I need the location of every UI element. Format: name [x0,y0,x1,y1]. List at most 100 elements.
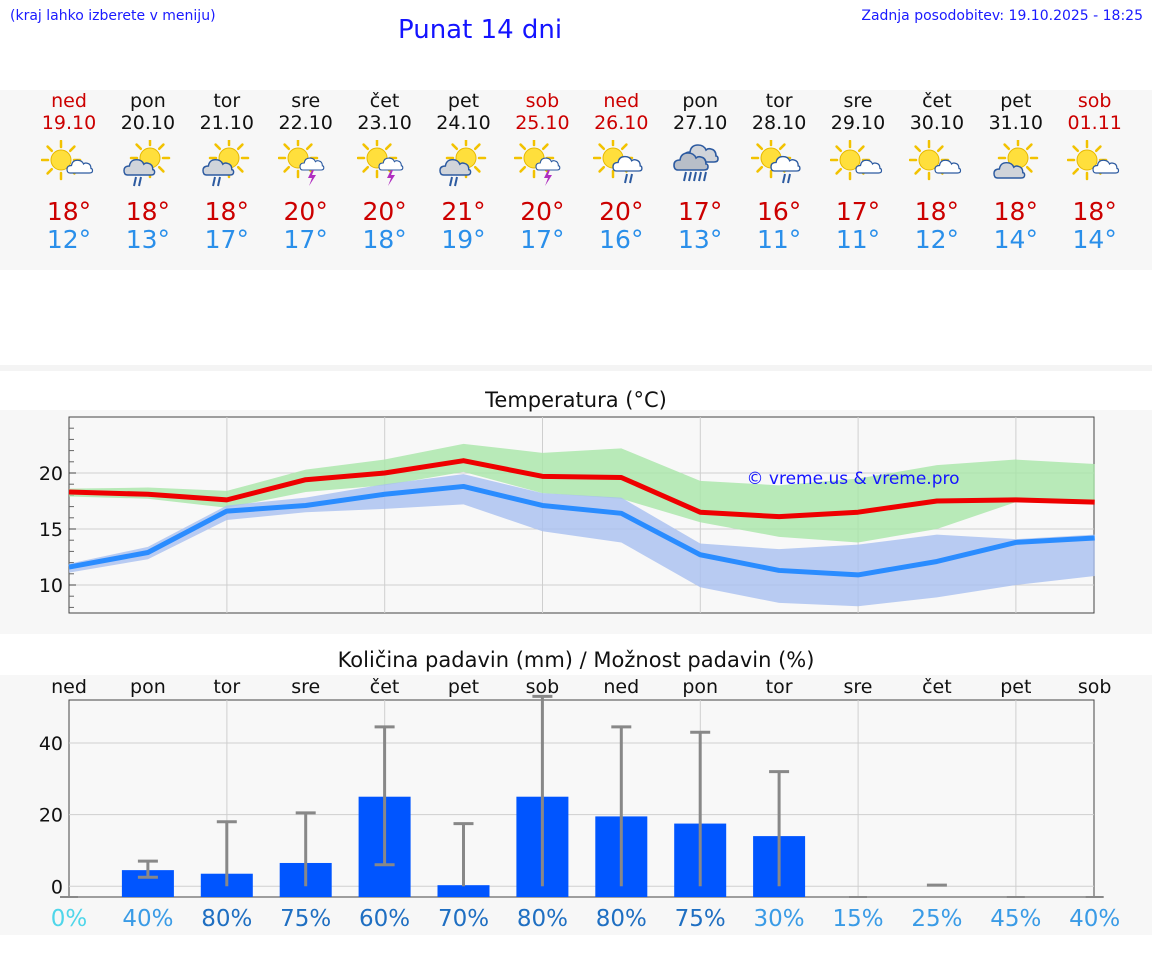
day-date: 24.10 [436,112,491,134]
temp-min: 17° [283,225,328,254]
temp-max: 18° [125,197,171,226]
temp-max: 18° [1072,197,1117,226]
precip-day-label: čet [922,676,952,698]
day-column: čet 23.10 20° 18° [340,90,430,254]
day-date: 29.10 [830,112,886,134]
day-date: 31.10 [988,112,1043,134]
precip-bar [437,885,490,897]
precip-probability: 60% [359,906,411,932]
day-column: sre 22.10 20° 17° [261,90,351,254]
day-column: pon 27.10 17° 13° [655,90,745,254]
sun-cloud-icon [908,139,965,192]
precip-probability: 75% [674,906,726,932]
day-date: 19.10 [41,112,97,134]
temp-max: 18° [993,197,1038,226]
day-name: pet [447,90,480,112]
day-column: sob 01.11 18° 14° [1050,90,1140,254]
day-column: ned 26.10 20° 16° [576,90,666,254]
temp-max: 17° [678,197,723,226]
sun-cloud-grey-icon [988,137,1044,192]
temp-min: 13° [125,225,171,254]
day-date: 30.10 [909,112,965,134]
day-date: 20.10 [120,112,176,134]
day-name: pon [130,90,166,112]
temp-min: 17° [520,225,565,254]
y-tick-label: 20 [39,805,63,827]
day-name: ned [51,90,87,112]
temp-min: 11° [756,225,802,254]
y-tick-label: 10 [39,575,63,597]
precip-day-label: pon [130,676,166,698]
temp-max: 18° [914,197,960,226]
day-name: čet [922,90,952,112]
sun-cloud-icon [1066,139,1123,192]
temp-max: 21° [441,197,486,226]
temp-max: 20° [283,197,328,226]
precip-day-label: tor [213,676,241,698]
precip-probability: 25% [911,906,963,932]
day-date: 01.11 [1067,112,1122,134]
min-temp-line [68,483,1095,578]
day-name: pet [1000,90,1032,112]
day-name: čet [369,90,400,112]
precip-day-label: sob [1077,676,1112,698]
precip-probability: 0% [50,906,88,932]
precip-day-label: čet [369,676,400,698]
day-date: 27.10 [672,112,728,134]
y-tick-label: 15 [39,519,63,541]
menu-hint: (kraj lahko izberete v meniju) [10,8,216,24]
day-date: 26.10 [594,112,649,134]
precipitation-plot-area [68,699,1095,898]
precip-day-label: sre [843,676,873,698]
temp-min: 18° [362,225,407,254]
precip-day-label: pet [447,676,480,698]
sun-storm-icon [514,137,570,192]
day-name: tor [213,90,241,112]
temp-max: 18° [46,197,92,226]
precip-day-label: ned [51,676,87,698]
page-title: Punat 14 dni [398,15,563,45]
day-name: sre [843,90,873,112]
temp-max: 17° [835,197,881,226]
precip-probability: 40% [1069,906,1121,932]
day-column: pet 31.10 18° 14° [971,90,1061,254]
watermark: © vreme.us & vreme.pro [746,469,959,489]
precip-day-label: sre [291,676,321,698]
temperature-chart-title: Temperatura (°C) [485,388,667,412]
temp-min: 12° [46,225,92,254]
temp-max: 18° [204,197,249,226]
day-date: 28.10 [751,112,807,134]
precip-probability: 75% [280,906,332,932]
precip-probability: 80% [516,906,568,932]
sun-cloud-rain-icon [750,137,807,192]
max-temp-line [68,458,1095,520]
day-column: čet 30.10 18° 12° [892,90,982,254]
day-date: 23.10 [357,112,412,134]
precip-day-label: pet [1000,676,1032,698]
sun-cloud-icon [40,139,97,192]
sun-rain-icon [199,137,255,192]
day-column: pet 24.10 21° 19° [419,90,509,254]
temp-min: 19° [441,225,486,254]
temp-max: 20° [362,197,407,226]
sun-storm-icon [277,137,334,192]
precip-probability: 15% [832,906,884,932]
temp-min: 14° [1072,225,1117,254]
sun-cloud-icon [829,139,886,192]
y-tick-label: 20 [39,463,63,485]
divider [0,365,1152,371]
precip-probability: 45% [990,906,1042,932]
day-column: sob 25.10 20° 17° [497,90,587,254]
sun-storm-icon [356,137,413,192]
day-column: ned 19.10 18° 12° [24,90,114,254]
day-name: sob [1077,90,1112,112]
precip-probability: 30% [753,906,805,932]
day-column: pon 20.10 18° 13° [103,90,193,254]
max-range-band [69,443,1095,543]
precip-probability: 40% [122,906,174,932]
day-name: sob [525,90,560,112]
temp-max: 20° [520,197,565,226]
y-tick-label: 40 [39,733,63,755]
